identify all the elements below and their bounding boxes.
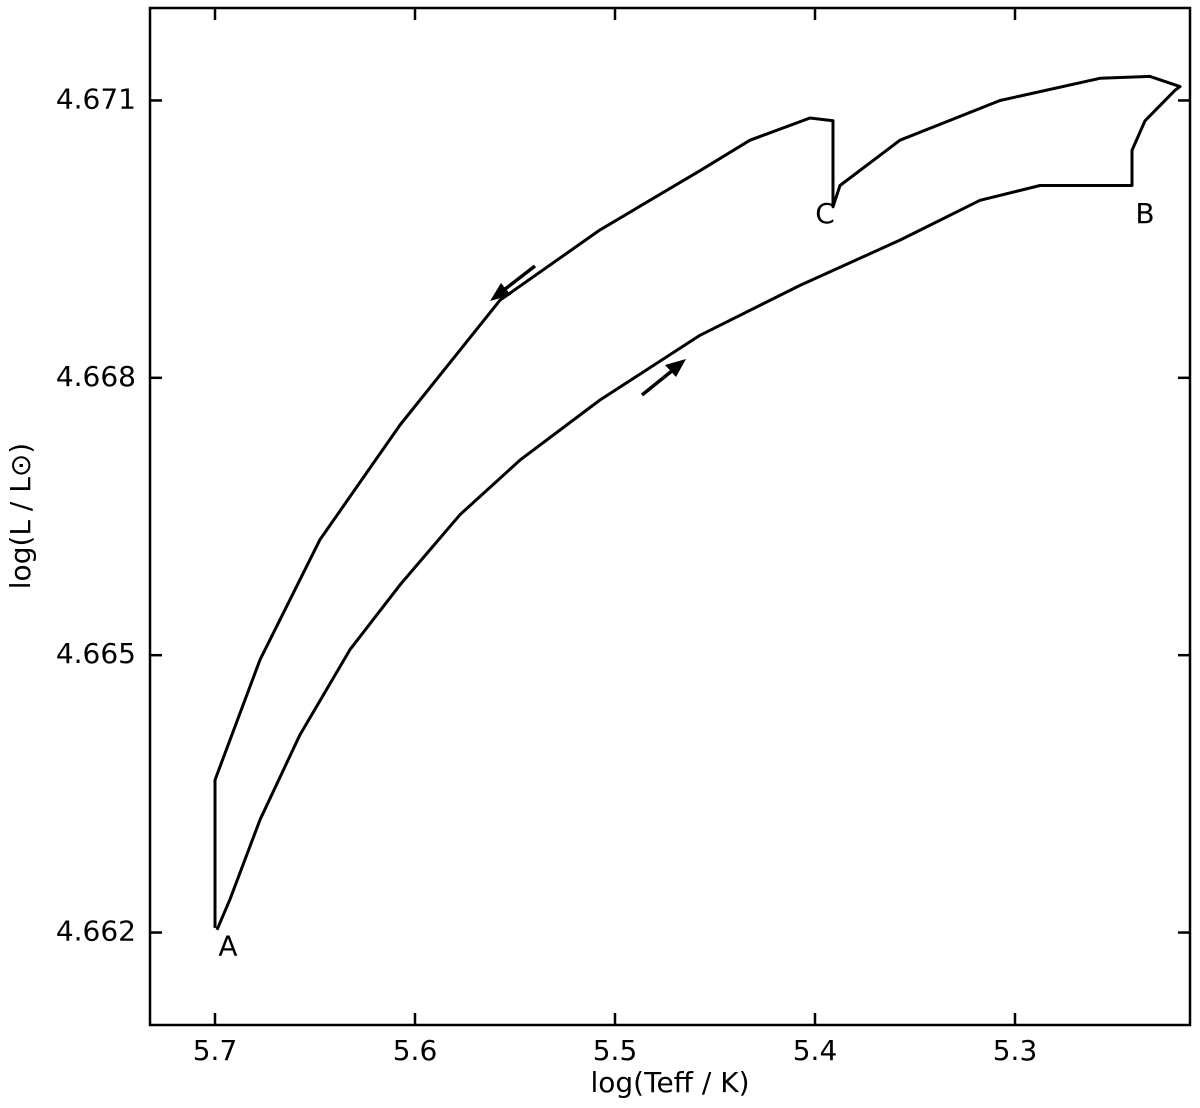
x-tick-label: 5.3 bbox=[993, 1034, 1038, 1067]
y-tick-label: 4.671 bbox=[56, 82, 136, 115]
track-line bbox=[213, 74, 1182, 931]
y-axis-label: log(L / L⊙) bbox=[4, 443, 37, 589]
x-axis-label: log(Teff / K) bbox=[591, 1066, 750, 1099]
plot-frame bbox=[148, 6, 1192, 1027]
annotation: A bbox=[218, 929, 237, 962]
annotation: C bbox=[815, 197, 835, 230]
annotation: B bbox=[1135, 197, 1154, 230]
arrow-down bbox=[490, 264, 537, 301]
y-tick-label: 4.668 bbox=[56, 360, 136, 393]
x-tick-label: 5.5 bbox=[593, 1034, 638, 1067]
arrow-up bbox=[640, 359, 686, 397]
y-tick-label: 4.662 bbox=[56, 915, 136, 948]
y-tick-label: 4.665 bbox=[56, 637, 136, 670]
x-tick-label: 5.7 bbox=[193, 1034, 238, 1067]
x-tick-label: 5.6 bbox=[393, 1034, 438, 1067]
x-tick-label: 5.4 bbox=[793, 1034, 838, 1067]
